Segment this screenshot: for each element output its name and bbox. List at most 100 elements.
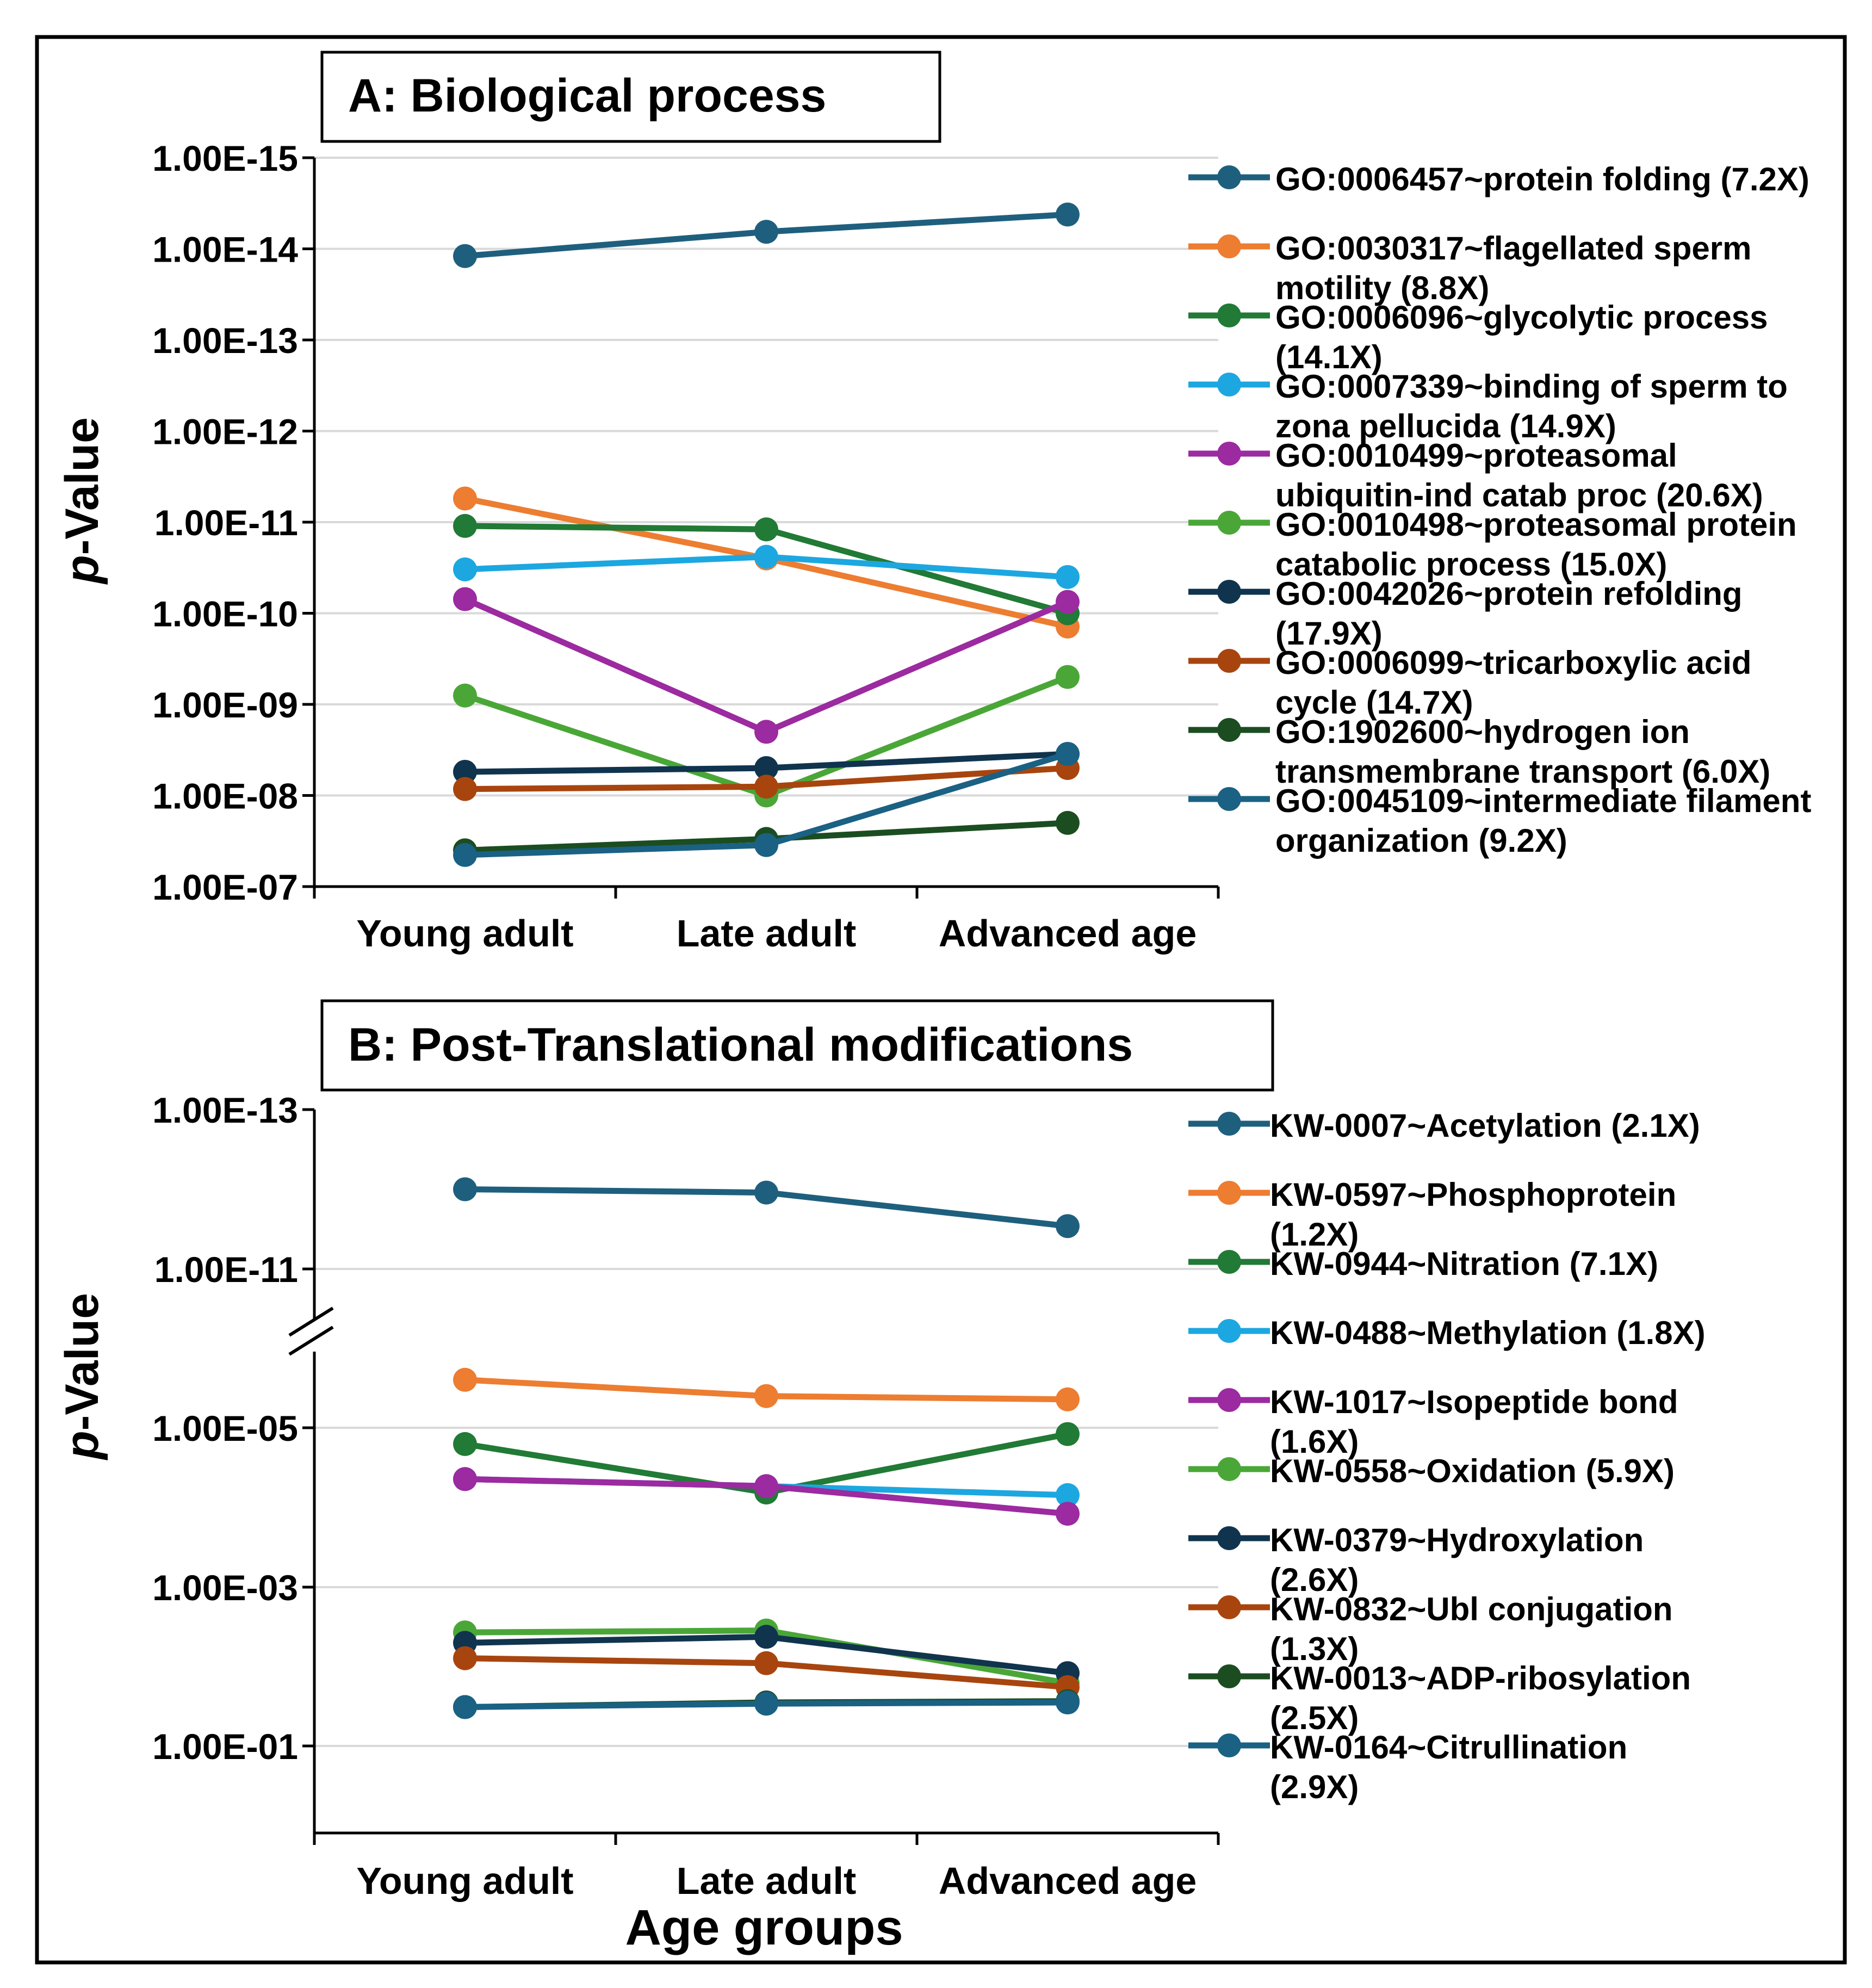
legend-label: KW-0007~Acetylation (2.1X) [1270,1107,1700,1144]
legend-label: GO:0010498~proteasomal protein [1275,506,1797,543]
data-point [754,833,778,857]
panel-b-x-axis-label: Age groups [625,1900,903,1955]
data-point [453,513,477,538]
legend-swatch-marker [1217,649,1241,673]
data-point [754,544,778,569]
data-point [453,1367,477,1392]
data-point [754,220,778,244]
y-tick-label: 1.00E-12 [152,412,298,452]
x-tick-label: Late adult [677,912,857,955]
data-point [453,760,477,784]
x-tick-label: Advanced age [939,1860,1197,1902]
data-point [453,244,477,268]
data-point [453,777,477,801]
data-point [1056,1214,1080,1238]
data-point [453,1646,477,1670]
y-tick-label: 1.00E-13 [152,1090,298,1130]
legend-label: GO:0006457~protein folding (7.2X) [1275,161,1809,197]
legend-label: GO:0030317~flagellated sperm [1275,230,1751,267]
legend-label: (1.3X) [1270,1631,1359,1667]
legend-label: KW-0013~ADP-ribosylation [1270,1660,1691,1696]
y-tick-label: 1.00E-05 [152,1408,298,1448]
x-tick-label: Young adult [356,1860,573,1902]
legend-label: GO:0006099~tricarboxylic acid [1275,645,1752,681]
y-tick-label: 1.00E-11 [154,503,298,543]
panel-a-title: A: Biological process [348,70,826,122]
legend-swatch-marker [1217,580,1241,604]
y-tick-label: 1.00E-13 [152,320,298,361]
panel-b-title-box [320,999,1274,1092]
legend-label: organization (9.2X) [1275,822,1567,859]
y-tick-label: 1.00E-11 [154,1249,298,1290]
x-tick-label: Advanced age [939,912,1197,955]
x-tick-label: Late adult [677,1860,857,1902]
legend-label: motility (8.8X) [1275,270,1489,306]
legend-swatch-marker [1217,1664,1241,1688]
data-point [1056,1502,1080,1526]
data-point [1056,590,1080,614]
panel-a-x-axis: Young adult Late adult Advanced age [313,158,1220,955]
data-point [1056,565,1080,589]
y-tick-label: 1.00E-03 [152,1568,298,1608]
legend-label: KW-0558~Oxidation (5.9X) [1270,1453,1675,1489]
y-tick-label: 1.00E-09 [152,685,298,725]
data-point [1056,1387,1080,1411]
legend-swatch-marker [1217,1526,1241,1550]
legend-label: (1.2X) [1270,1216,1359,1253]
legend-label: transmembrane transport (6.0X) [1275,753,1770,790]
data-point [754,1651,778,1675]
panel-a-title-box [320,51,941,143]
legend-label: (17.9X) [1275,615,1383,652]
panel-b-series [453,1177,1080,1719]
data-point [1056,1483,1080,1507]
legend-swatch-marker [1217,1388,1241,1412]
legend-label: KW-0944~Nitration (7.1X) [1270,1246,1658,1282]
legend-label: GO:0007339~binding of sperm to [1275,368,1788,405]
data-point [453,683,477,708]
axis-break-mark [288,1326,334,1356]
data-point [754,1384,778,1408]
legend-label: GO:0006096~glycolytic process [1275,299,1768,336]
data-point [754,775,778,799]
legend-label: ubiquitin-ind catab proc (20.6X) [1275,477,1763,513]
legend-label: KW-0597~Phosphoprotein [1270,1176,1676,1213]
data-point [1056,665,1080,689]
data-point [453,1177,477,1202]
panel-b: B: Post-Translational modifications 1.00… [56,999,1706,1955]
legend-swatch-marker [1217,1112,1241,1136]
panel-b-y-tick-labels: 1.00E-13 1.00E-11 1.00E-05 1.00E-03 1.00E-01 [152,1090,314,1767]
legend-swatch-marker [1217,234,1241,258]
legend-swatch-marker [1217,1319,1241,1343]
data-point [453,486,477,511]
legend-label: GO:0045109~intermediate filament [1275,783,1811,819]
y-tick-label: 1.00E-15 [152,138,298,178]
data-point [453,843,477,867]
data-point [754,756,778,781]
legend-swatch-marker [1217,718,1241,742]
legend-swatch-marker [1217,1457,1241,1481]
legend-swatch-marker [1217,165,1241,189]
legend-label: KW-0832~Ubl conjugation [1270,1591,1673,1627]
y-tick-label: 1.00E-08 [152,776,298,816]
y-tick-label: 1.00E-10 [152,594,298,634]
legend-swatch-marker [1217,1595,1241,1619]
legend-swatch-marker [1217,1250,1241,1274]
legend-label: (1.6X) [1270,1423,1359,1460]
panel-b-x-axis: Young adult Late adult Advanced age [288,1110,1220,1902]
data-point [754,1625,778,1649]
data-point [1056,742,1080,766]
data-point [453,1432,477,1456]
legend-swatch-marker [1217,304,1241,327]
legend-label: zona pellucida (14.9X) [1275,408,1616,444]
legend-label: cycle (14.7X) [1275,684,1473,721]
panel-a-y-axis-label: p-Value [56,417,108,585]
legend-label: (14.1X) [1275,339,1383,375]
legend-swatch-marker [1217,787,1241,811]
data-point [453,1695,477,1719]
y-tick-label: 1.00E-07 [152,867,298,907]
legend-swatch-marker [1217,1181,1241,1205]
legend-label: KW-1017~Isopeptide bond [1270,1384,1678,1420]
legend-label: GO:0010499~proteasomal [1275,437,1677,474]
data-point [1056,202,1080,227]
